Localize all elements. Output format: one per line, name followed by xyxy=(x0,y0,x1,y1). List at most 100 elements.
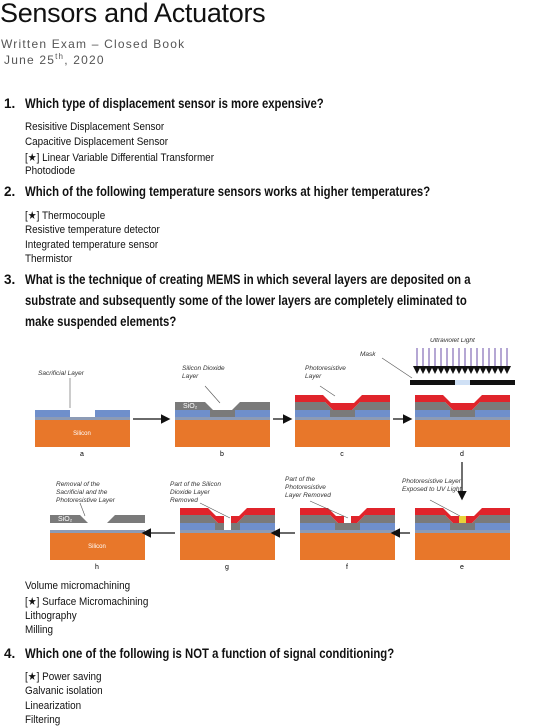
substrate-stripe xyxy=(415,417,510,420)
sacrificial-layer xyxy=(95,410,130,417)
mask-opening xyxy=(455,380,470,385)
option: [★] Surface Micromachining xyxy=(25,595,149,608)
silicon-substrate xyxy=(415,417,510,447)
panel-letter: h xyxy=(95,564,99,571)
exposed-region xyxy=(459,516,466,523)
silicon-substrate xyxy=(415,530,510,560)
option: Filtering xyxy=(25,714,61,726)
date: June 25th, 2020 xyxy=(4,52,105,67)
silicon-substrate xyxy=(300,530,395,560)
oxide-layer xyxy=(50,515,145,530)
question-number: 4. xyxy=(4,646,16,661)
question-text: Which of the following temperature senso… xyxy=(25,184,431,199)
option: [★] Thermocouple xyxy=(25,210,106,222)
annotation: Mask xyxy=(360,351,376,358)
annotation: Photoresistive xyxy=(305,365,346,372)
option: Integrated temperature sensor xyxy=(25,238,159,251)
annotation: Photoresistive Layer xyxy=(56,497,116,504)
sacrificial-layer xyxy=(35,410,70,417)
substrate-stripe xyxy=(175,417,270,420)
photoresist-layer xyxy=(180,508,275,523)
subtitle: Written Exam – Closed Book xyxy=(1,37,186,51)
substrate-stripe xyxy=(295,417,390,420)
leader-line xyxy=(319,385,336,397)
annotation: Sacrificial Layer xyxy=(38,370,85,377)
option: Linearization xyxy=(25,699,82,712)
oxide-layer xyxy=(180,515,275,530)
sacrificial-layer xyxy=(415,410,450,417)
sacrificial-layer xyxy=(295,410,330,417)
date-year: , 2020 xyxy=(64,53,105,67)
sacrificial-layer xyxy=(415,523,450,530)
leader-line xyxy=(381,357,413,379)
sacrificial-layer xyxy=(240,523,275,530)
title: Sensors and Actuators xyxy=(0,0,266,28)
panel-letter: b xyxy=(220,451,224,458)
annotation: Ultraviolet Light xyxy=(430,338,476,344)
leader-line xyxy=(199,502,231,519)
option: Galvanic isolation xyxy=(25,684,103,697)
annotation: Exposed to UV Light xyxy=(402,486,462,493)
sacrificial-layer xyxy=(355,410,390,417)
question-number: 2. xyxy=(4,184,16,199)
annotation: Dioxide Layer xyxy=(170,489,211,496)
question-number: 3. xyxy=(4,272,16,287)
panel-label: SiO₂ xyxy=(183,403,198,410)
mems-figure: a Silicon b SiO₂ c d e f g h SiO₂ Silicon Sacrificia… xyxy=(35,338,515,571)
removed-region xyxy=(344,516,351,523)
date-suffix: th xyxy=(55,52,65,61)
removed-region xyxy=(224,516,231,530)
panel-label: Silicon xyxy=(88,544,106,550)
panel-letter: c xyxy=(340,451,344,458)
option: Lithography xyxy=(25,609,77,622)
silicon-substrate xyxy=(295,417,390,447)
panel-label: SiO₂ xyxy=(58,516,73,523)
question-text: Which type of displacement sensor is mor… xyxy=(25,96,324,111)
panel-label: Silicon xyxy=(73,431,91,437)
substrate-stripe xyxy=(415,530,510,533)
panel-letter: d xyxy=(460,451,464,458)
silicon-substrate xyxy=(180,530,275,560)
sacrificial-layer xyxy=(475,523,510,530)
oxide-layer xyxy=(300,515,395,530)
silicon-substrate xyxy=(50,530,145,560)
annotation: Layer xyxy=(305,373,322,380)
annotation: Removed xyxy=(170,497,198,504)
panel-letter: g xyxy=(225,564,229,571)
question-text: Which one of the following is NOT a func… xyxy=(25,646,395,661)
oxide-layer xyxy=(415,515,510,530)
question-number: 1. xyxy=(4,96,16,111)
question-text: What is the technique of creating MEMS i… xyxy=(25,272,471,287)
cavity xyxy=(85,523,110,530)
sacrificial-layer xyxy=(360,523,395,530)
panel-letter: e xyxy=(460,564,464,571)
oxide-layer xyxy=(175,402,270,417)
option: Volume micromachining xyxy=(25,580,131,592)
option: [★] Power saving xyxy=(25,671,102,683)
option: [★] Linear Variable Differential Transfo… xyxy=(25,151,214,164)
sacrificial-layer xyxy=(475,410,510,417)
annotation: Layer Removed xyxy=(285,492,331,499)
annotation: Photoresistive xyxy=(285,484,326,491)
annotation: Layer xyxy=(182,373,199,380)
sacrificial-layer xyxy=(300,523,335,530)
photoresist-layer xyxy=(300,508,395,523)
leader-line xyxy=(204,385,221,404)
photoresist-layer xyxy=(415,508,510,523)
sacrificial-layer xyxy=(180,523,215,530)
option: Resistive temperature detector xyxy=(25,223,160,236)
annotation: Silicon Dioxide xyxy=(182,365,225,372)
leader-line xyxy=(309,500,349,519)
question-text: make suspended elements? xyxy=(25,314,177,329)
date-day: June 25 xyxy=(4,53,56,67)
annotation: Sacrificial and the xyxy=(56,489,108,496)
question-text: substrate and subsequently some of the l… xyxy=(25,293,467,308)
oxide-layer xyxy=(415,402,510,417)
oxide-layer xyxy=(295,402,390,417)
sacrificial-layer xyxy=(235,410,270,417)
annotation: Part of the xyxy=(285,476,315,483)
annotation: Removal of the xyxy=(56,481,100,488)
sacrificial-layer xyxy=(175,410,210,417)
leader-line xyxy=(429,499,461,517)
